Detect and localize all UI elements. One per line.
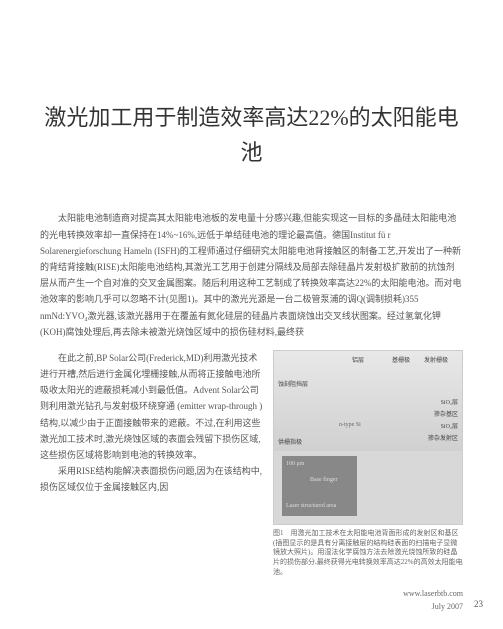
paragraph-1: 太阳能电池制造商对提高其太阳能电池板的发电量十分感兴趣,但能实现这一目标的多晶硅… (40, 210, 463, 340)
label-finger: 供栅指极 (278, 439, 302, 449)
label-laser-area: Laser structured area (286, 502, 336, 512)
label-doped-base: 掺杂基区 (434, 411, 458, 421)
label-base-finger: Base finger (310, 476, 338, 486)
label-sio2-1: SiO₂层 (441, 399, 458, 409)
label-doped-emit: 掺杂发射区 (428, 435, 458, 445)
figure-inset: 100 μm Base finger Laser structured area (282, 456, 357, 516)
body-text: 太阳能电池制造商对提高其太阳能电池板的发电量十分感兴趣,但能实现这一目标的多晶硅… (40, 210, 463, 340)
label-sio2-2: SiO₂层 (441, 423, 458, 433)
page-footer: www.laserbtb.com July 2007 (403, 588, 463, 614)
figure-image: 铝层 基栅极 发射栅极 蚀刻阻挡层 SiO₂层 掺杂基区 SiO₂层 掺杂发射区… (273, 350, 463, 525)
label-ntype: n-type Si (339, 421, 361, 431)
label-scale: 100 μm (286, 460, 304, 470)
label-al: 铝层 (352, 357, 364, 367)
paragraph-2: 在此之前,BP Solar公司(Frederick,MD)利用激光技术进行开槽,… (40, 350, 263, 463)
footer-date: July 2007 (403, 601, 463, 614)
footer-url: www.laserbtb.com (403, 588, 463, 601)
article-title: 激光加工用于制造效率高达22%的太阳能电池 (40, 100, 463, 170)
label-base-grid: 基栅极 (392, 357, 410, 367)
figure-caption: 图1 用激光加工技术在太阳能电池背面形成的发射区和基区(插图显示的是具有分离接触… (273, 529, 463, 578)
page-number: 23 (474, 597, 483, 611)
figure-1: 铝层 基栅极 发射栅极 蚀刻阻挡层 SiO₂层 掺杂基区 SiO₂层 掺杂发射区… (273, 350, 463, 578)
label-barrier: 蚀刻阻挡层 (278, 381, 308, 391)
paragraph-3: 采用RISE结构能解决表面损伤问题,因为在该结构中,损伤区域仅位于金属接触区内,… (40, 463, 263, 495)
label-emit-grid: 发射栅极 (424, 357, 448, 367)
